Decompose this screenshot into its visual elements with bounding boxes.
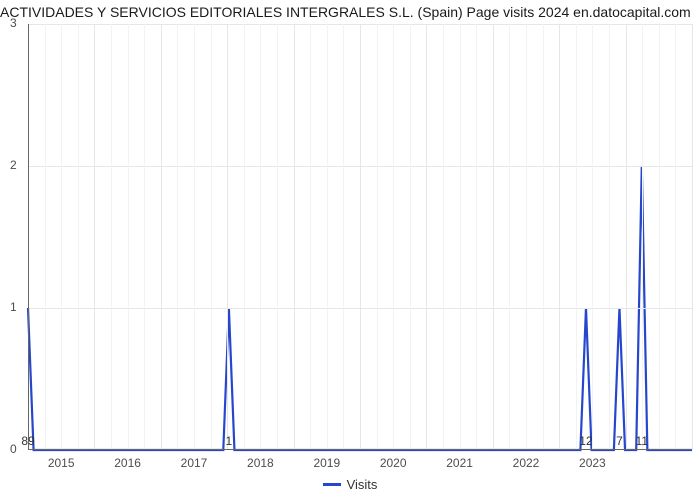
v-gridline [177,24,178,450]
v-gridline [128,24,129,450]
v-gridline [327,24,328,450]
x-tick-label: 2023 [579,456,606,470]
v-gridline [426,24,427,450]
v-gridline [343,24,344,450]
data-point-label: 89 [21,434,34,448]
v-gridline [476,24,477,450]
legend-label: Visits [347,477,378,492]
v-gridline [626,24,627,450]
v-gridline [543,24,544,450]
v-gridline [377,24,378,450]
x-tick-label: 2019 [313,456,340,470]
legend-swatch [323,483,341,486]
x-tick-label: 2017 [181,456,208,470]
v-gridline [642,24,643,450]
chart-container: ACTIVIDADES Y SERVICIOS EDITORIALES INTE… [0,0,700,500]
x-tick-label: 2018 [247,456,274,470]
v-gridline [559,24,560,450]
v-gridline [393,24,394,450]
v-gridline [294,24,295,450]
v-gridline [244,24,245,450]
v-gridline [509,24,510,450]
v-gridline [194,24,195,450]
v-gridline [78,24,79,450]
v-gridline [61,24,62,450]
v-gridline [111,24,112,450]
v-gridline [460,24,461,450]
v-gridline [659,24,660,450]
v-gridline [592,24,593,450]
y-tick-label: 2 [10,158,17,172]
y-tick-label: 1 [10,300,17,314]
v-gridline [94,24,95,450]
v-gridline [260,24,261,450]
x-tick-label: 2021 [446,456,473,470]
y-axis-line [28,24,29,450]
x-axis-line [28,449,692,450]
legend: Visits [0,476,700,492]
v-gridline [576,24,577,450]
v-gridline [692,24,693,450]
x-tick-label: 2015 [48,456,75,470]
v-gridline [410,24,411,450]
data-point-label: 1 [226,434,233,448]
v-gridline [211,24,212,450]
v-gridline [45,24,46,450]
y-tick-label: 0 [10,442,17,456]
v-gridline [144,24,145,450]
x-tick-label: 2022 [513,456,540,470]
data-point-label: 7 [616,434,623,448]
data-point-label: 12 [579,434,592,448]
v-gridline [277,24,278,450]
x-tick-label: 2020 [380,456,407,470]
v-gridline [493,24,494,450]
v-gridline [526,24,527,450]
y-tick-label: 3 [10,16,17,30]
chart-title: ACTIVIDADES Y SERVICIOS EDITORIALES INTE… [0,4,700,20]
v-gridline [360,24,361,450]
v-gridline [609,24,610,450]
v-gridline [227,24,228,450]
v-gridline [675,24,676,450]
v-gridline [310,24,311,450]
x-tick-label: 2016 [114,456,141,470]
plot-area [28,24,692,450]
data-point-label: 11 [636,434,648,448]
v-gridline [443,24,444,450]
v-gridline [161,24,162,450]
